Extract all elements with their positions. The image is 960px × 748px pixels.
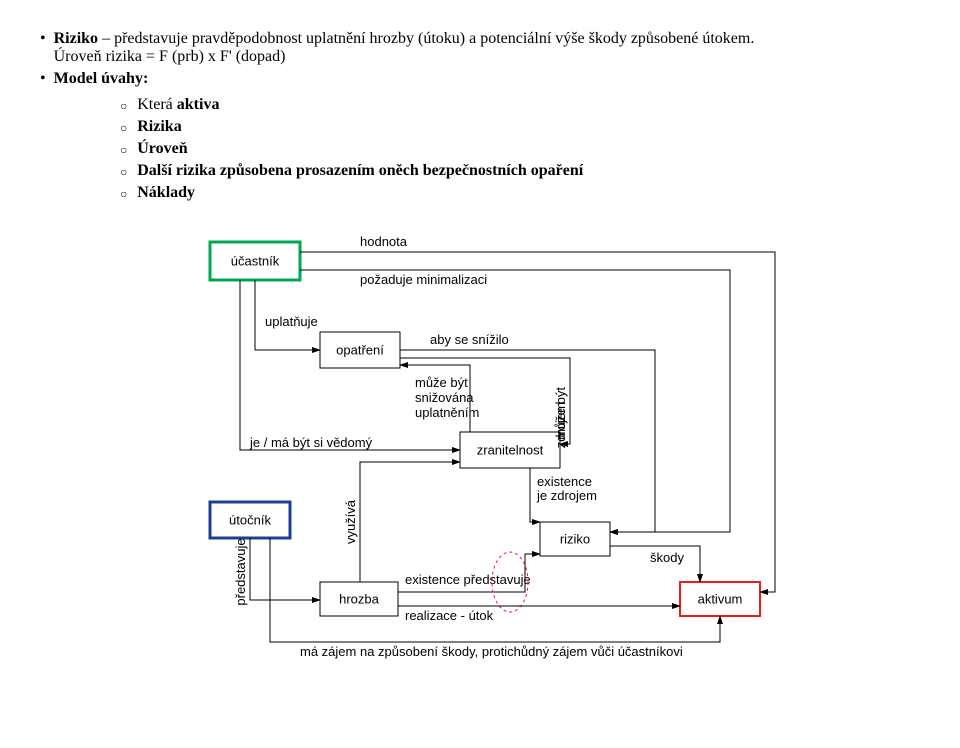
bullet-riziko: • Riziko – představuje pravděpodobnost u…: [40, 30, 920, 66]
svg-text:útočník: útočník: [229, 512, 271, 527]
sub-marker: ○: [120, 143, 127, 158]
label-vyuziva: využívá: [343, 499, 358, 544]
edge-vyuziva: [360, 462, 460, 582]
svg-text:zranitelnost: zranitelnost: [477, 442, 544, 457]
label-vedomy: je / má být si vědomý: [249, 435, 373, 450]
node-utocnik: útočník: [210, 502, 290, 538]
sub-marker: ○: [120, 187, 127, 202]
sub-list: ○ Která aktiva ○ Rizika ○ Úroveň ○ Další…: [120, 96, 920, 202]
label-aby: aby se snížilo: [430, 332, 509, 347]
node-zranitelnost: zranitelnost: [460, 432, 560, 468]
label-hodnota: hodnota: [360, 234, 408, 249]
svg-text:účastník: účastník: [231, 253, 280, 268]
bullet-text: – představuje pravděpodobnost uplatnění …: [98, 30, 754, 47]
label-snizovana-3: uplatněním: [415, 405, 479, 420]
label-mazajem: má zájem na způsobení škody, protichůdný…: [300, 644, 683, 659]
sub-item: ○ Náklady: [120, 184, 920, 202]
bullet-bold: Model úvahy:: [54, 70, 149, 88]
bullet-line2: Úroveň rizika = F (prb) x F' (dopad): [54, 48, 755, 66]
label-existence-1: existence: [537, 474, 592, 489]
svg-text:hrozba: hrozba: [339, 591, 380, 606]
label-uplatnuje: uplatňuje: [265, 314, 318, 329]
sub-text: Další rizika způsobena prosazením oněch …: [137, 162, 583, 180]
bullet-model: • Model úvahy:: [40, 70, 920, 88]
sub-item: ○ Úroveň: [120, 140, 920, 158]
edge-pozaduje: [300, 270, 730, 532]
bullet-bold: Riziko: [54, 30, 98, 47]
label-realizace: realizace - útok: [405, 608, 494, 623]
node-ucastnik: účastník: [210, 242, 300, 280]
label-existence-2: je zdrojem: [536, 488, 597, 503]
sub-text: Rizika: [137, 118, 181, 136]
svg-text:riziko: riziko: [560, 531, 590, 546]
diagram-svg: účastník opatření zranitelnost útočník r…: [170, 222, 810, 662]
bullet-marker: •: [40, 70, 46, 88]
svg-text:aktivum: aktivum: [698, 591, 743, 606]
bullet-content: Riziko – představuje pravděpodobnost upl…: [54, 30, 755, 66]
label-snizovana-1: může být: [415, 375, 468, 390]
label-snizovana-2: snižována: [415, 390, 474, 405]
label-skody: škody: [650, 550, 684, 565]
sub-marker: ○: [120, 121, 127, 136]
node-aktivum: aktivum: [680, 582, 760, 616]
sub-item: ○ Rizika: [120, 118, 920, 136]
label-expred: existence představuje: [405, 572, 531, 587]
node-opatreni: opatření: [320, 332, 400, 368]
edge-hodnota: [300, 252, 775, 592]
bullet-marker: •: [40, 30, 46, 48]
label-pozaduje: požaduje minimalizaci: [360, 272, 487, 287]
sub-item: ○ Která aktiva: [120, 96, 920, 114]
node-riziko: riziko: [540, 522, 610, 556]
sub-marker: ○: [120, 99, 127, 114]
sub-item: ○ Další rizika způsobena prosazením oněc…: [120, 162, 920, 180]
sub-text: Náklady: [137, 184, 195, 202]
edge-predstavuje: [250, 538, 320, 600]
label-predstavuje: představuje: [233, 538, 248, 605]
node-hrozba: hrozba: [320, 582, 398, 616]
sub-text: Úroveň: [137, 140, 187, 158]
svg-text:opatření: opatření: [336, 342, 384, 357]
sub-marker: ○: [120, 165, 127, 180]
diagram-container: účastník opatření zranitelnost útočník r…: [170, 222, 920, 667]
label-zdrojem-2: zdrojem: [553, 402, 568, 448]
sub-text: Která aktiva: [137, 96, 219, 114]
